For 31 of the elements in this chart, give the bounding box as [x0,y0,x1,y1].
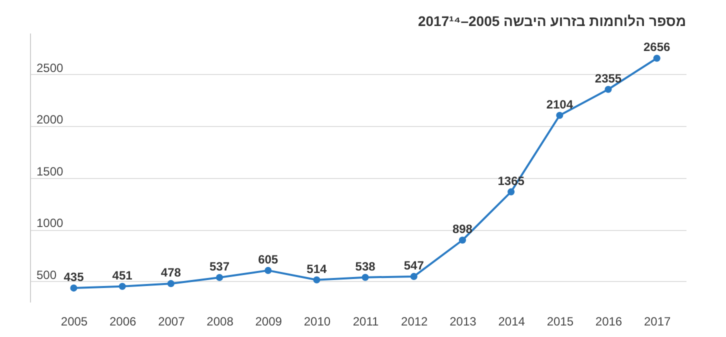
x-tick-label: 2017 [644,314,672,328]
data-label: 514 [306,262,328,276]
x-tick-label: 2007 [158,314,186,328]
y-tick-label: 2000 [36,112,64,127]
x-tick-label: 2011 [352,314,380,328]
y-tick-label: 1500 [36,164,64,178]
data-label: 2355 [594,71,622,86]
data-label: 605 [258,252,278,266]
x-tick-label: 2013 [450,314,477,328]
chart-title: מספר הלוחמות בזרוע היבשה 2005–2017¹⁴ [418,13,686,29]
x-tick-label: 2005 [60,314,88,328]
x-tick-label: 2009 [255,314,282,328]
x-tick-label: 2016 [595,314,622,328]
data-label: 547 [404,258,424,272]
y-tick-label: 1000 [36,216,64,230]
x-tick-label: 2010 [304,314,331,328]
data-label: 435 [64,270,84,284]
x-tick-label: 2015 [546,314,574,328]
x-tick-label: 2012 [401,314,428,328]
data-label: 478 [160,266,182,280]
data-label: 537 [209,259,230,274]
data-label: 898 [452,222,473,236]
y-tick-label: 2500 [36,60,64,75]
data-label: 2656 [643,40,671,54]
data-label: 2104 [546,97,574,112]
y-tick-label: 500 [36,268,57,282]
data-label: 538 [355,259,376,274]
x-tick-label: 2008 [206,314,234,328]
x-tick-label: 2006 [109,314,136,328]
data-label: 451 [112,268,133,282]
x-tick-label: 2014 [498,314,526,328]
